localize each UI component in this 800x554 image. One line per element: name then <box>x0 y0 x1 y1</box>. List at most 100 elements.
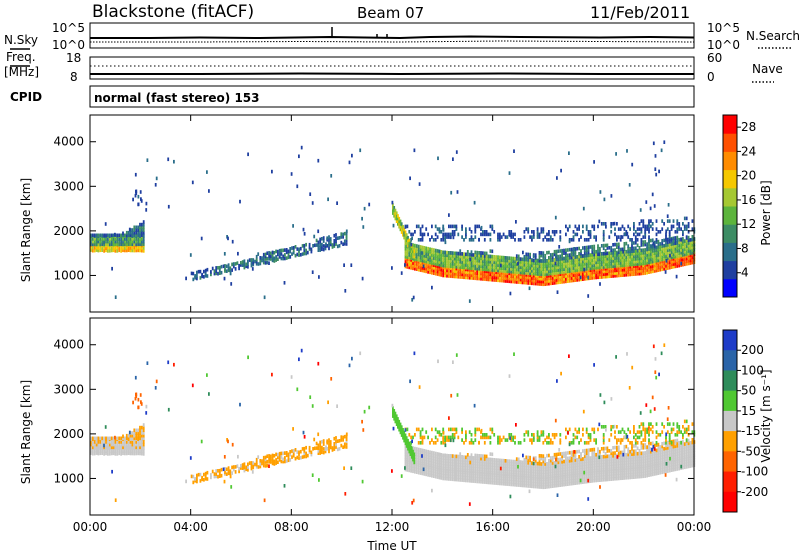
power-cell <box>529 266 531 270</box>
power-cell <box>480 232 482 237</box>
power-cell <box>574 257 577 262</box>
velocity-cell <box>335 445 337 449</box>
power-cell <box>394 216 397 221</box>
velocity-cell <box>514 462 516 467</box>
power-cell <box>432 250 435 255</box>
velocity-cell <box>204 471 207 476</box>
power-cell <box>549 238 552 242</box>
power-cell <box>440 250 443 254</box>
power-cell <box>483 232 486 237</box>
power-cell <box>606 251 609 256</box>
power-cell <box>137 237 139 241</box>
velocity-cell <box>578 457 580 462</box>
power-cell <box>585 264 588 268</box>
power-cell <box>474 264 477 268</box>
velocity-cell <box>257 465 260 469</box>
power-cell <box>394 214 397 218</box>
power-cell <box>134 172 137 177</box>
power-cell <box>450 190 453 195</box>
power-cell <box>478 253 480 258</box>
power-cell <box>682 245 684 249</box>
velocity-cell <box>453 462 456 467</box>
power-cell <box>131 245 134 250</box>
velocity-cell <box>612 477 614 481</box>
velocity-cell <box>548 459 550 463</box>
velocity-cell <box>540 462 543 466</box>
velocity-cell <box>491 478 494 482</box>
power-cell <box>644 224 647 229</box>
power-cell <box>319 237 322 242</box>
power-cell <box>634 266 637 271</box>
velocity-cell <box>512 482 514 487</box>
power-cell <box>139 222 141 227</box>
velocity-cell <box>616 459 618 463</box>
velocity-cell <box>139 442 141 447</box>
velocity-cell <box>201 475 203 480</box>
power-cell <box>229 271 232 276</box>
velocity-cell <box>194 479 196 483</box>
power-cell <box>93 242 96 247</box>
power-cell <box>589 232 592 237</box>
power-cell <box>600 262 603 267</box>
velocity-cell <box>589 466 592 471</box>
velocity-cell <box>122 436 124 441</box>
power-cell <box>525 278 528 282</box>
velocity-cell <box>296 455 299 460</box>
power-cell <box>135 230 138 235</box>
velocity-cell <box>107 448 109 453</box>
power-cell <box>329 242 332 247</box>
velocity-cell <box>487 457 490 462</box>
velocity-cell <box>240 464 242 468</box>
velocity-cell <box>580 468 582 472</box>
velocity-cell <box>521 473 524 478</box>
power-cell <box>451 224 454 229</box>
velocity-cell <box>549 438 552 442</box>
velocity-cell <box>93 445 96 450</box>
power-cell <box>657 265 660 270</box>
power-cell <box>580 249 582 253</box>
power-cell <box>116 239 119 244</box>
velocity-cell <box>508 462 511 466</box>
power-cell <box>351 153 353 158</box>
power-cell <box>572 278 575 283</box>
power-cell <box>285 248 288 252</box>
velocity-cell <box>621 427 624 432</box>
power-cell <box>593 160 595 164</box>
power-cell <box>444 238 446 242</box>
velocity-cell <box>617 474 620 478</box>
power-cell <box>129 242 132 247</box>
power-cell <box>583 238 586 242</box>
power-cell <box>578 268 580 272</box>
power-cell <box>682 242 684 246</box>
velocity-cell <box>583 459 586 464</box>
power-cell <box>478 264 480 268</box>
velocity-cell <box>319 449 322 453</box>
velocity-cell <box>434 472 437 476</box>
velocity-cell <box>90 445 92 450</box>
power-cell <box>285 256 288 260</box>
power-cell <box>271 254 274 258</box>
velocity-cell <box>474 456 477 460</box>
velocity-cell <box>319 442 322 447</box>
velocity-cell <box>561 473 563 477</box>
power-colorbar-swatch <box>723 151 737 171</box>
power-cell <box>225 264 228 269</box>
velocity-cell <box>455 465 458 469</box>
power-cell <box>101 233 104 238</box>
power-cell <box>661 241 664 246</box>
velocity-cell <box>408 468 411 473</box>
velocity-cell <box>192 480 195 485</box>
power-cell <box>131 237 134 241</box>
power-cell <box>489 249 492 253</box>
power-cell <box>549 269 552 273</box>
velocity-cell <box>461 455 463 459</box>
velocity-cell <box>600 425 603 429</box>
velocity-cell <box>614 467 616 471</box>
power-cell <box>463 255 465 259</box>
power-cell <box>566 274 569 278</box>
power-cell <box>412 261 414 265</box>
velocity-cell <box>606 465 609 469</box>
power-cell <box>417 267 420 272</box>
power-cell <box>538 253 541 258</box>
power-cell <box>548 238 550 242</box>
